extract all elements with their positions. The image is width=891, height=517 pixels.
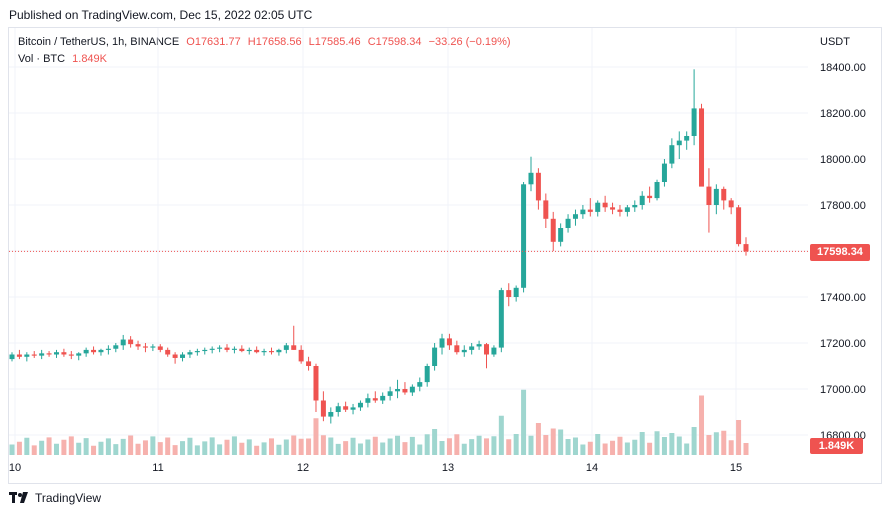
chart-frame	[8, 27, 882, 484]
tradingview-logo[interactable]: TradingView	[9, 491, 101, 505]
legend-close: C17598.34	[367, 36, 422, 48]
legend-change: −33.26 (−0.19%)	[428, 36, 511, 48]
tradingview-logo-icon	[9, 492, 28, 503]
legend-ohlc: Bitcoin / TetherUS, 1h, BINANCE O17631.7…	[18, 36, 515, 48]
currency-label: USDT	[820, 36, 850, 48]
legend-volume: Vol · BTC 1.849K	[18, 53, 111, 65]
tradingview-logo-text: TradingView	[35, 491, 102, 505]
legend-high: H17658.56	[247, 36, 302, 48]
last-price-tag: 17598.34	[810, 244, 870, 261]
legend-vol-value: 1.849K	[72, 53, 108, 65]
legend-low: L17585.46	[308, 36, 361, 48]
volume-tag: 1.849K	[810, 438, 863, 454]
published-caption: Published on TradingView.com, Dec 15, 20…	[9, 8, 313, 22]
legend-symbol[interactable]: Bitcoin / TetherUS, 1h, BINANCE	[18, 36, 180, 48]
legend-open: O17631.77	[186, 36, 241, 48]
legend-vol-label[interactable]: Vol · BTC	[18, 53, 66, 65]
